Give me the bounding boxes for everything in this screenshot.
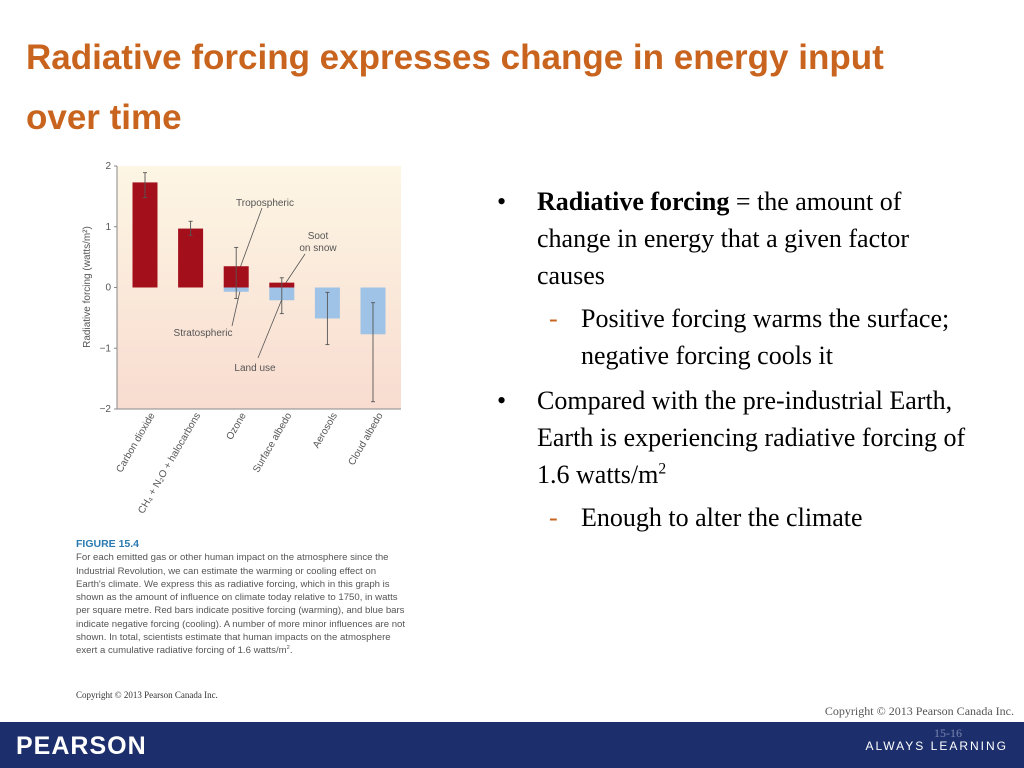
sub-list: Enough to alter the climate [537,499,967,536]
y-axis-label: Radiative forcing (watts/m²) [82,226,93,348]
brand: PEARSON [16,732,147,760]
caption-end: . [289,645,293,657]
annotation: Soot [308,231,329,242]
tagline: ALWAYS LEARNING [865,739,1008,753]
x-tick-label: Cloud albedo [347,411,386,468]
leader-line [257,298,283,359]
y-tick-label: 2 [105,161,111,172]
figure-caption: FIGURE 15.4 For each emitted gas or othe… [76,538,406,658]
error-bar [279,277,284,315]
error-bar [325,291,330,346]
plot-area [117,166,401,409]
annotation: Stratospheric [174,328,233,339]
footer-bar: PEARSON 15-16 ALWAYS LEARNING [0,722,1024,768]
x-tick-label: Ozone [225,411,249,442]
x-tick-label: Aerosols [311,411,340,450]
bullet-bold: Radiative forcing [537,187,730,216]
leader-lines [231,207,306,359]
leader-line [239,207,263,269]
bar [178,228,204,288]
y-tick-label: −2 [100,404,112,415]
caption-text: For each emitted gas or other human impa… [76,552,406,657]
error-bar [188,220,193,236]
footer-copyright: Copyright © 2013 Pearson Canada Inc. [824,704,1014,718]
caption-sup: 2 [286,645,290,652]
figure-copyright: Copyright © 2013 Pearson Canada Inc. [76,690,218,700]
bar [132,182,158,288]
y-tick-label: −1 [100,343,112,354]
bullet: Radiative forcing = the amount of change… [497,183,967,374]
error-bar [143,172,147,199]
annotation: on snow [299,243,337,254]
x-tick-label: Carbon dioxide [114,411,157,475]
bullet-text: = the amount of change in energy that a … [537,187,910,290]
y-tick-label: 0 [105,283,111,294]
error-bar [371,302,375,403]
sub-list: Positive forcing warms the surface; nega… [537,300,967,374]
annotation: Tropospheric [236,198,294,209]
y-tick-label: 1 [105,222,111,233]
sub-bullet: Positive forcing warms the surface; nega… [537,300,967,374]
x-tick-label: Surface albedo [251,411,294,475]
bullet-text: Compared with the pre-industrial Earth, … [537,386,966,489]
slide-title: Radiative forcing expresses change in en… [26,38,884,137]
bullet-list: Radiative forcing = the amount of change… [497,183,967,544]
figure-label: FIGURE 15.4 [76,538,140,550]
leader-line [231,290,241,327]
page-number: 15-16 [934,726,962,740]
annotation: Land use [234,363,276,374]
sub-bullet: Enough to alter the climate [537,499,967,536]
bullet-sup: 2 [658,460,667,478]
leader-line [284,253,306,285]
bullet: Compared with the pre-industrial Earth, … [497,382,967,536]
error-bar [234,246,239,299]
